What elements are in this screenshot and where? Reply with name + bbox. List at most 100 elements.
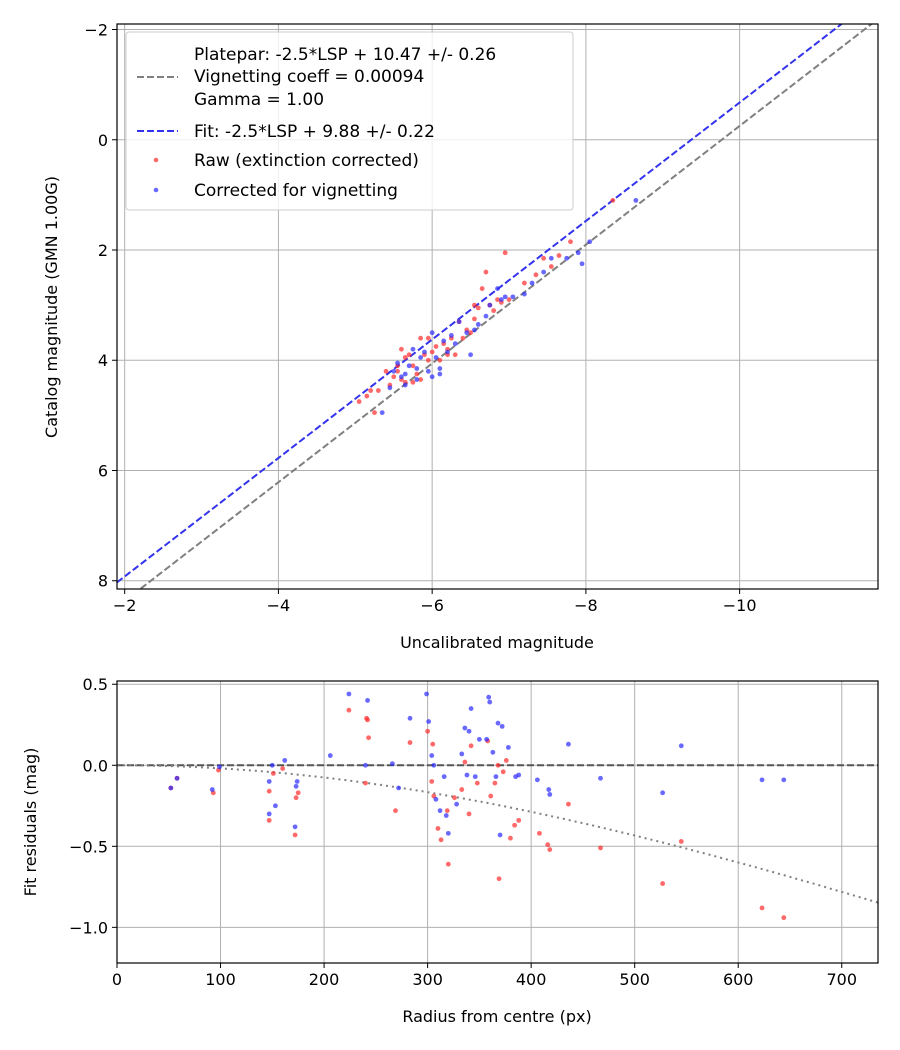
bottom-raw-point — [660, 881, 666, 886]
bottom-corrected-point — [396, 785, 402, 791]
top-raw-point — [425, 357, 431, 363]
bottom-corrected-point — [566, 741, 571, 747]
top-corrected-point — [564, 255, 570, 261]
top-corrected-point — [472, 327, 477, 333]
top-raw-point — [479, 286, 485, 291]
top-corrected-point — [425, 368, 431, 374]
legend-fit-text: Fit: -2.5*LSP + 9.88 +/- 0.22 — [194, 122, 435, 142]
bottom-raw-point — [547, 847, 553, 852]
top-ticks: −2 −4 −6 −8 −10 −2 0 2 4 6 8 — [84, 21, 756, 615]
top-corrected-point — [391, 368, 397, 374]
bottom-corrected-point — [282, 758, 288, 763]
top-y-tick-label: 0 — [98, 131, 108, 150]
top-corrected-point — [402, 382, 408, 388]
top-y-tick-label: −2 — [84, 21, 108, 40]
bottom-raw-point — [462, 759, 468, 765]
legend-platepar-line1: Platepar: -2.5*LSP + 10.47 +/- 0.26 — [194, 45, 496, 65]
bottom-raw-point — [598, 845, 603, 851]
top-y-axis-label: Catalog magnitude (GMN 1.00G) — [42, 176, 61, 438]
bottom-raw-point — [429, 779, 435, 784]
bottom-raw-point — [488, 793, 494, 799]
bottom-corrected-point — [490, 749, 496, 755]
bottom-raw-point — [445, 861, 451, 867]
bottom-corrected-point — [493, 774, 499, 780]
bottom-corrected-point — [547, 792, 553, 797]
bottom-x-tick-label: 100 — [205, 970, 236, 989]
bottom-corrected-point — [484, 736, 490, 742]
top-corrected-point — [448, 333, 454, 338]
top-raw-point — [475, 305, 481, 311]
bottom-corrected-point — [294, 779, 300, 784]
bottom-raw-point — [495, 762, 501, 768]
bottom-y-tick-label: −1.0 — [69, 918, 108, 937]
bottom-x-tick-label: 700 — [826, 970, 857, 989]
legend-corrected-marker — [153, 187, 159, 193]
top-corrected-point — [483, 313, 489, 319]
bottom-corrected-point — [174, 775, 180, 781]
bottom-raw-point — [438, 837, 444, 843]
top-corrected-point — [633, 197, 639, 203]
top-corrected-point — [406, 363, 412, 369]
top-x-axis-label: Uncalibrated magnitude — [400, 633, 594, 652]
top-corrected-point — [441, 338, 447, 344]
top-y-tick-label: 2 — [98, 241, 108, 260]
top-raw-point — [468, 330, 473, 336]
bottom-corrected-point — [363, 762, 368, 768]
top-corrected-point — [541, 269, 547, 275]
top-y-tick-label: 8 — [98, 572, 108, 591]
top-plot-frame — [116, 23, 879, 590]
top-corrected-point — [429, 330, 435, 336]
top-raw-point — [568, 239, 573, 245]
top-corrected-point — [587, 239, 593, 245]
bottom-raw-point — [512, 822, 517, 828]
bottom-x-axis-label: Radius from centre (px) — [402, 1007, 591, 1026]
bottom-corrected-point — [429, 753, 435, 758]
bottom-raw-point — [407, 740, 413, 745]
bottom-corrected-point — [516, 772, 522, 778]
bottom-raw-point — [678, 839, 684, 844]
bottom-raw-point — [566, 801, 571, 807]
bottom-corrected-point — [781, 777, 787, 783]
bottom-corrected-point — [459, 751, 465, 757]
vignetting-curve — [117, 764, 879, 904]
bottom-plot-frame — [116, 680, 879, 964]
bottom-corrected-point — [266, 779, 272, 784]
top-corrected-point — [422, 349, 427, 355]
top-raw-point — [418, 377, 424, 382]
top-x-tick-label: −4 — [267, 596, 291, 615]
bottom-corrected-point — [495, 720, 501, 726]
bottom-corrected-point — [266, 811, 272, 817]
bottom-raw-point — [444, 808, 450, 814]
top-raw-point — [402, 355, 408, 360]
bottom-raw-point — [364, 715, 369, 721]
top-raw-point — [372, 410, 377, 416]
top-raw-point — [437, 357, 443, 363]
top-raw-point — [506, 297, 512, 303]
bottom-corrected-point — [433, 796, 439, 802]
legend-raw-marker — [153, 157, 159, 163]
top-corrected-point — [575, 250, 581, 256]
bottom-x-tick-label: 500 — [619, 970, 650, 989]
legend-platepar-line2: Vignetting coeff = 0.00094 — [194, 67, 424, 87]
bottom-corrected-point — [546, 787, 552, 792]
bottom-corrected-point — [168, 785, 174, 791]
bottom-x-tick-label: 300 — [412, 970, 443, 989]
bottom-ticks: 0 100 200 300 400 500 600 700 0.5 0.0 −0.5 −1.0 — [69, 675, 857, 989]
bottom-corrected-point — [437, 808, 443, 814]
bottom-y-tick-label: −0.5 — [69, 837, 108, 856]
top-corrected-point — [410, 346, 416, 352]
top-corrected-point — [395, 360, 400, 366]
bottom-raw-point — [280, 766, 286, 771]
top-raw-point — [418, 335, 424, 341]
bottom-corrected-point — [445, 830, 451, 836]
top-corrected-point — [475, 322, 481, 327]
top-corrected-point — [468, 352, 473, 358]
top-raw-point — [452, 352, 458, 358]
top-corrected-point — [437, 371, 443, 377]
top-raw-point — [414, 371, 420, 377]
top-raw-point — [522, 280, 527, 286]
top-corrected-point — [418, 355, 424, 360]
bottom-raw-point — [293, 795, 299, 801]
bottom-corrected-point — [505, 745, 511, 750]
top-corrected-point — [445, 349, 450, 355]
